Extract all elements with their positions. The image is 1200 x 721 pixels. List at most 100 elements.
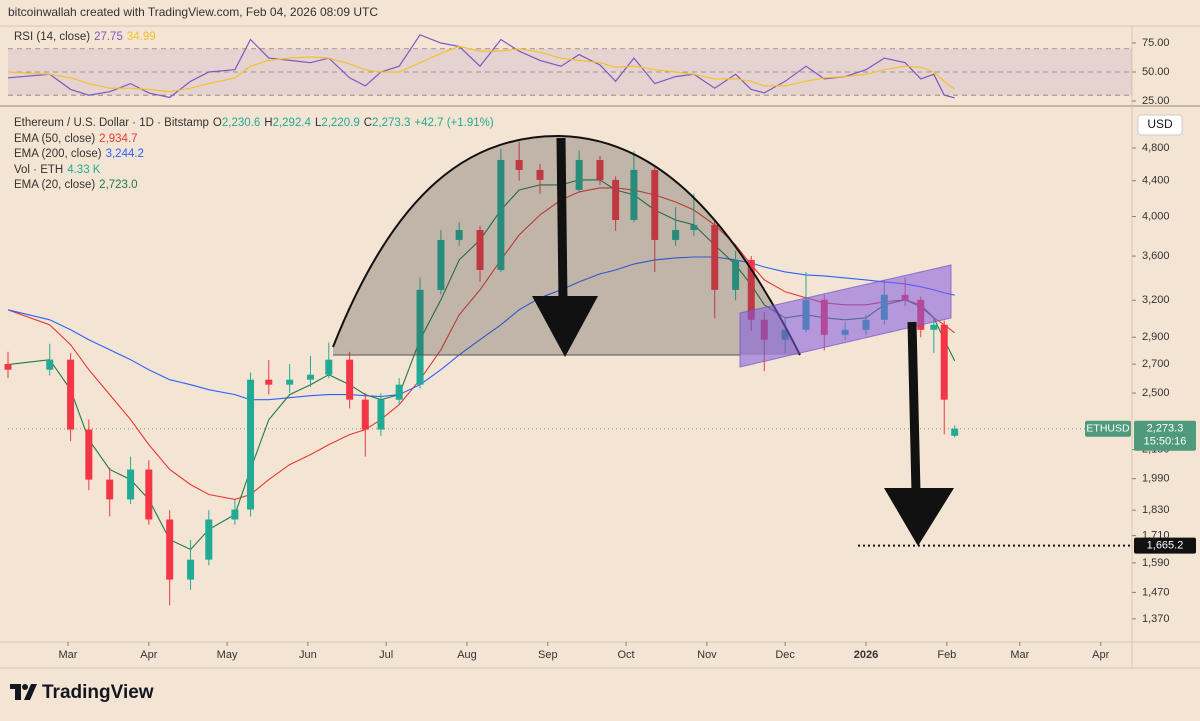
brand: TradingView (42, 682, 154, 703)
x-tick-label: Apr (1092, 649, 1109, 661)
candle-body (265, 379, 273, 385)
currency: USD (1147, 117, 1173, 131)
arrow-head (884, 488, 954, 546)
x-tick-label: Jun (299, 649, 317, 661)
candle-body (951, 428, 959, 436)
y-tick-label: 50.00 (1142, 66, 1170, 78)
candle-body (4, 364, 12, 370)
candle-body (940, 324, 948, 400)
ema-name: EMA (20, close) (14, 179, 96, 191)
currency-box (1137, 114, 1183, 136)
legend-row: Ethereum / U.S. Dollar · 1D · Bitstamp O2… (14, 116, 498, 132)
candle-body (690, 224, 698, 230)
ema-line (7, 256, 955, 401)
symbol-tag (1085, 420, 1131, 437)
y-tick-label: 3,200 (1142, 294, 1170, 306)
legend-row: EMA (50, close) 2,934.7 (14, 132, 498, 148)
y-tick-label: 4,800 (1142, 142, 1170, 154)
ohlc-value: 2,292.4 (272, 117, 311, 129)
ema-name: EMA (50, close) (14, 132, 96, 145)
candle-body (395, 384, 403, 400)
price-tag (1134, 420, 1196, 451)
ohlc-key: C (363, 117, 373, 129)
x-tick-label: May (217, 649, 238, 661)
change: +42.7 (+1.91%) (414, 117, 494, 129)
candle-body (247, 379, 255, 510)
rsi-line (7, 34, 955, 99)
channel (739, 264, 952, 368)
x-tick-label: 2026 (854, 649, 878, 661)
symbol-title: Ethereum / U.S. Dollar · 1D · Bitstamp (14, 117, 209, 129)
candle-body (672, 229, 680, 240)
x-tick-label: Feb (937, 649, 956, 661)
ohlc-key: L (314, 117, 322, 129)
y-tick-label: 1,590 (1142, 557, 1170, 569)
ohlc-value: 2,273.3 (372, 117, 411, 129)
y-tick-label: 4,000 (1142, 210, 1170, 222)
candle-body (476, 229, 484, 270)
y-tick-label: 1,990 (1142, 473, 1170, 485)
rsi-value: 27.75 (94, 31, 123, 43)
y-tick-label: 4,400 (1142, 175, 1170, 187)
candle-body (106, 479, 114, 500)
annotations (332, 134, 954, 546)
candle-body (231, 509, 239, 520)
price-legend: Ethereum / U.S. Dollar · 1D · Bitstamp O2… (14, 116, 498, 194)
ohlc-key: H (264, 117, 273, 129)
candle-body (416, 289, 424, 385)
arrow-shaft (907, 321, 921, 493)
x-tick-label: Sep (538, 649, 558, 661)
candle-body (307, 374, 315, 380)
candle-body (437, 239, 445, 290)
candle-body (145, 469, 153, 520)
candle-body (85, 429, 93, 480)
y-tick-label: 2,900 (1142, 331, 1170, 343)
candle-body (930, 324, 938, 330)
y-tick-label: 1,830 (1142, 504, 1170, 516)
rsi-value: 34.99 (126, 31, 156, 43)
price-label: 2,273.3 (1147, 423, 1184, 435)
ohlc-value: 2,220.9 (321, 117, 360, 129)
x-tick-label: Nov (697, 649, 717, 661)
countdown: 15:50:16 (1144, 436, 1187, 448)
candle-body (651, 169, 659, 240)
arrow-shaft (556, 137, 568, 301)
ema-value: 2,934.7 (99, 132, 138, 145)
rsi-legend: RSI (14, close) 27.75 34.99 (14, 30, 160, 46)
y-tick-label: 1,470 (1142, 586, 1170, 598)
ema-value: 3,244.2 (105, 148, 144, 160)
candle-body (377, 399, 385, 430)
ema-value: 2,723.0 (99, 179, 138, 191)
candle-body (127, 469, 135, 500)
rsi-line (7, 45, 956, 93)
candle-body (711, 224, 719, 290)
candle-body (536, 169, 544, 180)
arrow-head (532, 296, 598, 357)
x-tick-label: Aug (457, 649, 477, 661)
candle-body (455, 229, 463, 240)
ohlc-value: 2,230.6 (221, 117, 261, 129)
y-tick-label: 2,700 (1142, 358, 1170, 370)
candle-body (630, 169, 638, 220)
y-tick-label: 75.00 (1142, 37, 1170, 49)
candle-body (67, 359, 75, 430)
y-tick-label: 2,500 (1142, 387, 1170, 399)
x-tick-label: Mar (1010, 649, 1029, 661)
dome-arc (332, 134, 801, 356)
symbol-label: ETHUSD (1086, 422, 1130, 434)
ohlc-key: O (212, 117, 222, 129)
candle-body (732, 259, 740, 290)
candle-body (346, 359, 354, 400)
candle-body (286, 379, 294, 385)
brand-logo (10, 684, 37, 700)
candle-body (612, 179, 620, 220)
candle-body (596, 159, 604, 180)
y-tick-label: 25.00 (1142, 95, 1170, 107)
candle-body (747, 259, 755, 320)
x-tick-label: Apr (140, 649, 157, 661)
y-tick-label: 3,600 (1142, 250, 1170, 262)
candle-body (325, 359, 333, 375)
